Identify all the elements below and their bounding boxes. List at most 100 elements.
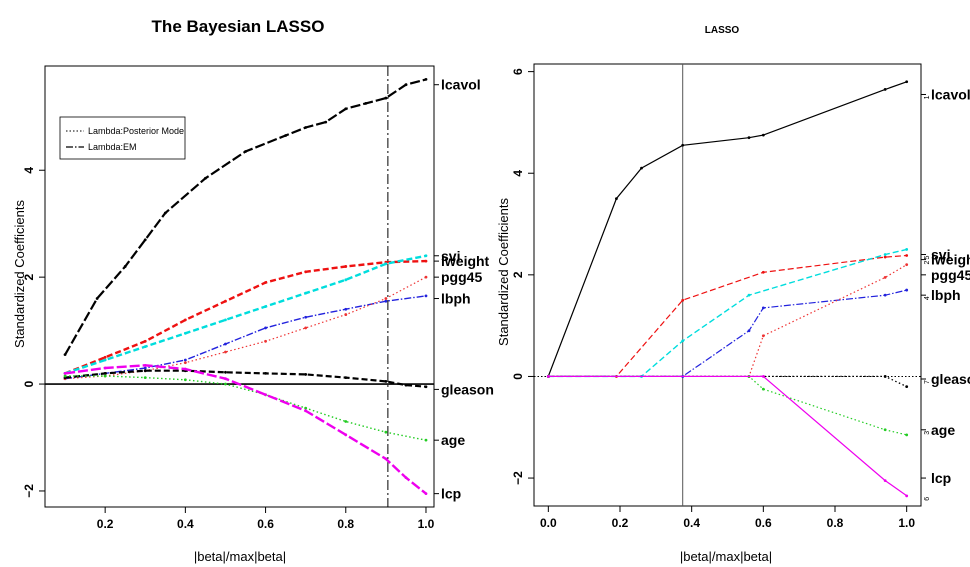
- data-point-svi: [905, 248, 909, 251]
- data-point-pgg45: [344, 313, 348, 316]
- data-point-lweight: [761, 270, 765, 274]
- chart-title: LASSO: [705, 25, 740, 36]
- data-point-pgg45: [761, 334, 765, 338]
- data-point-age: [905, 433, 909, 437]
- y-tick-label: 2: [511, 271, 525, 278]
- data-point-lcp: [143, 363, 147, 367]
- data-point-age: [224, 382, 227, 386]
- data-point-lcavol: [63, 353, 67, 357]
- data-point-lcavol: [123, 265, 127, 268]
- series-line-svi: [548, 248, 907, 378]
- data-point-lbph: [143, 366, 147, 370]
- plot-area: 0.2 0.4 0.6 0.8 1.0 −2 0 2 4 lcavol svilweightpgg4…: [22, 66, 494, 531]
- data-point-lcavol: [244, 150, 247, 153]
- coefficient-label-lweight: lweight: [931, 252, 970, 268]
- series-line-gleason: [548, 375, 907, 388]
- data-point-age: [424, 438, 428, 442]
- data-point-lcp: [304, 409, 308, 413]
- series-line-lweight: [548, 254, 907, 377]
- x-tick-label: 0.6: [755, 516, 772, 530]
- y-tick-label: 0: [22, 380, 36, 387]
- data-point-svi: [384, 262, 388, 266]
- y-axis-label: Standardized Coefficients: [496, 198, 511, 346]
- data-point-age: [103, 374, 107, 378]
- series-line-lweight: [64, 259, 427, 375]
- data-point-lcavol: [143, 238, 147, 242]
- data-point-age: [304, 406, 308, 410]
- data-point-pgg45: [424, 275, 428, 279]
- data-point-lcavol: [284, 134, 288, 137]
- y-tick-label: 4: [511, 170, 525, 177]
- data-point-lweight: [424, 259, 428, 263]
- data-point-svi: [747, 293, 751, 297]
- data-point-gleason: [384, 379, 388, 383]
- data-point-svi: [103, 358, 107, 362]
- data-point-gleason: [304, 373, 308, 376]
- data-point-pgg45: [384, 297, 388, 300]
- data-point-age: [883, 428, 887, 432]
- data-point-lbph: [905, 288, 909, 292]
- right-axis-variable-index: 5: [924, 255, 931, 259]
- right-axis-variable-index: 3: [924, 431, 931, 435]
- data-point-lcp: [424, 492, 428, 496]
- series-line-svi: [64, 254, 427, 375]
- data-point-gleason: [905, 385, 909, 389]
- data-point-lbph: [384, 299, 388, 303]
- x-tick-label: 0.2: [97, 517, 114, 531]
- data-point-lbph: [883, 293, 887, 297]
- data-point-lweight: [143, 339, 147, 343]
- right-axis-variable-index: 7: [924, 380, 931, 384]
- data-point-svi: [264, 305, 267, 308]
- y-tick-label: −2: [511, 471, 525, 485]
- coefficient-label-lbph: lbph: [441, 291, 471, 307]
- data-point-svi: [883, 253, 887, 256]
- data-point-lcp: [384, 457, 388, 461]
- data-point-lcp: [404, 476, 408, 479]
- data-point-svi: [304, 291, 308, 295]
- data-point-lcavol: [640, 166, 643, 170]
- coefficient-label-lcavol: lcavol: [931, 86, 970, 102]
- chart-title: The Bayesian LASSO: [152, 17, 325, 36]
- data-point-lcavol: [615, 197, 618, 201]
- data-point-lcavol: [204, 176, 207, 180]
- y-axis-label: Standardized Coefficients: [12, 200, 27, 348]
- data-point-lcp: [103, 366, 107, 370]
- y-tick-label: 2: [22, 273, 36, 280]
- data-point-svi: [183, 331, 187, 335]
- series-line-lcp: [64, 364, 427, 495]
- plot-frame: [533, 63, 922, 507]
- x-tick-label: 1.0: [898, 516, 915, 530]
- x-tick-label: 1.0: [418, 517, 435, 531]
- series-line-age: [548, 375, 907, 436]
- data-point-lcp: [761, 375, 765, 378]
- legend: Lambda:Posterior Mode Lambda:EM: [59, 116, 186, 160]
- coefficient-label-lweight: lweight: [441, 253, 490, 269]
- data-point-gleason: [103, 371, 107, 375]
- data-point-lcavol: [883, 88, 887, 91]
- data-point-lcavol: [163, 211, 167, 215]
- coefficient-label-svi: svi: [441, 248, 460, 264]
- series-line-age: [65, 375, 427, 441]
- data-point-lweight: [344, 265, 348, 268]
- data-point-lcavol: [364, 102, 368, 105]
- data-point-lweight: [264, 281, 267, 284]
- data-point-lcavol: [761, 133, 765, 137]
- data-point-lcp: [183, 367, 187, 371]
- x-tick-label: 0.6: [257, 517, 274, 531]
- data-point-lcp: [344, 433, 348, 437]
- right-axis-variable-index: 1: [924, 95, 931, 99]
- x-axis-label: |beta|/max|beta|: [194, 549, 286, 564]
- data-point-lcavol: [384, 96, 388, 100]
- data-point-lweight: [883, 255, 887, 259]
- series-line-pgg45: [548, 264, 908, 377]
- data-point-lcavol: [304, 126, 308, 129]
- series-line-pgg45: [65, 276, 427, 380]
- data-point-pgg45: [905, 263, 909, 267]
- x-tick-label: 0.2: [612, 516, 629, 530]
- series-line-lcavol: [547, 81, 907, 377]
- data-point-lbph: [224, 342, 227, 346]
- data-point-lbph: [264, 326, 267, 330]
- coefficient-label-gleason: gleason: [441, 381, 494, 397]
- data-point-svi: [424, 254, 428, 258]
- x-tick-label: 0.4: [177, 517, 194, 531]
